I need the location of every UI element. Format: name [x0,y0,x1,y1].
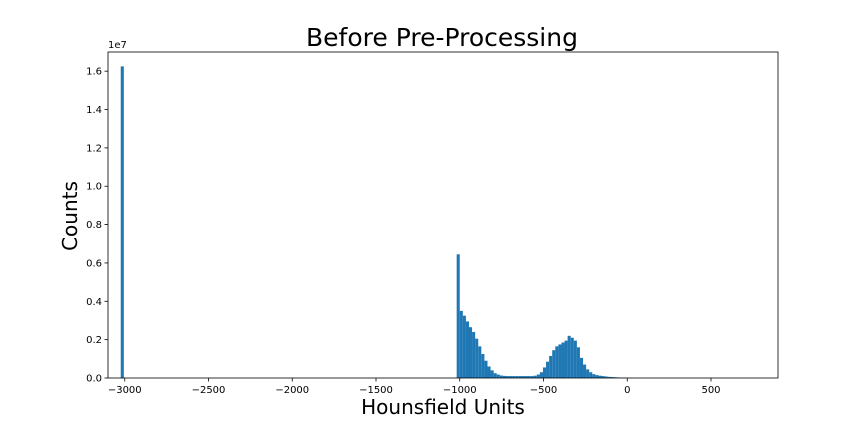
histogram-bar [490,370,494,378]
histogram-bar [579,357,584,378]
y-tick-label: 1.2 [86,143,102,154]
histogram-bar [521,376,525,378]
x-tick-label: −3000 [108,385,142,396]
histogram-bar [564,340,568,378]
histogram-bar [518,376,522,378]
histogram-bar [468,327,473,378]
x-tick-label: 0 [624,385,630,396]
histogram-bar [598,375,602,378]
histogram-bar [595,375,599,378]
histogram-bar [610,377,614,378]
x-tick-label: −1500 [359,385,393,396]
x-tick-label: −2000 [275,385,309,396]
histogram-bar [552,350,556,378]
histogram-bar [586,369,590,378]
histogram-bar [533,375,537,378]
histogram-bar [536,374,540,378]
y-tick-label: 0.6 [86,258,102,269]
histogram-bars [120,66,633,378]
histogram-bar [472,331,476,378]
histogram-bar [481,354,485,378]
histogram-bar [555,346,559,378]
histogram-bar [527,376,531,378]
x-tick-label: −1000 [443,385,477,396]
histogram-bar [499,375,503,378]
histogram-bar [592,374,596,378]
histogram-bar [573,340,577,378]
histogram-bar [567,335,571,378]
y-tick-label: 1.4 [86,105,102,116]
histogram-bar [542,367,547,378]
y-axis-label: Counts [58,181,82,251]
y-tick-label: 0.4 [86,297,102,308]
histogram-bar [465,321,469,378]
histogram-bar [524,376,528,378]
histogram-bar [607,376,611,378]
histogram-bar [120,66,124,378]
y-axis-ticks: 0.0 0.2 0.4 0.6 0.8 1.0 1.2 1.4 1.6 [86,67,108,385]
histogram-bar [493,373,497,378]
histogram-bar [589,372,593,378]
x-tick-label: −2500 [192,385,226,396]
histogram-bar [576,347,580,378]
histogram-bar [530,376,534,378]
histogram-bar [505,376,510,378]
y-tick-label: 0.2 [86,335,102,346]
histogram-bar [549,355,553,378]
histogram-bar [604,376,608,378]
y-tick-label: 0.0 [86,374,102,385]
histogram-bar [478,346,482,378]
x-tick-label: −500 [530,385,557,396]
x-tick-label: 500 [701,385,720,396]
histogram-bar [484,360,488,378]
histogram-bar [475,338,479,378]
x-axis-ticks: −3000 −2500 −2000 −1500 −1000 −500 0 500 [108,378,721,396]
y-axis-offset-label: 1e7 [108,40,127,51]
histogram-bar [456,254,460,378]
histogram-bar [558,344,562,378]
x-axis-label: Hounsfield Units [361,395,525,419]
histogram-bar [462,315,466,378]
histogram-bar [546,361,550,378]
histogram-bar [496,374,500,378]
histogram-bar [512,376,516,378]
histogram-bar [601,376,605,378]
histogram-bar [502,375,506,378]
histogram-bar [509,376,513,378]
y-tick-label: 1.6 [86,67,102,78]
histogram-bar [570,337,574,378]
histogram-bar [459,310,463,378]
histogram-bar [539,372,543,378]
chart-title: Before Pre-Processing [306,23,578,52]
histogram-bar [561,342,565,378]
histogram-bar [487,366,491,378]
histogram-bar [515,376,519,378]
plot-frame [107,51,779,379]
y-tick-label: 1.0 [86,182,102,193]
y-tick-label: 0.8 [86,220,102,231]
histogram-bar [583,364,587,378]
